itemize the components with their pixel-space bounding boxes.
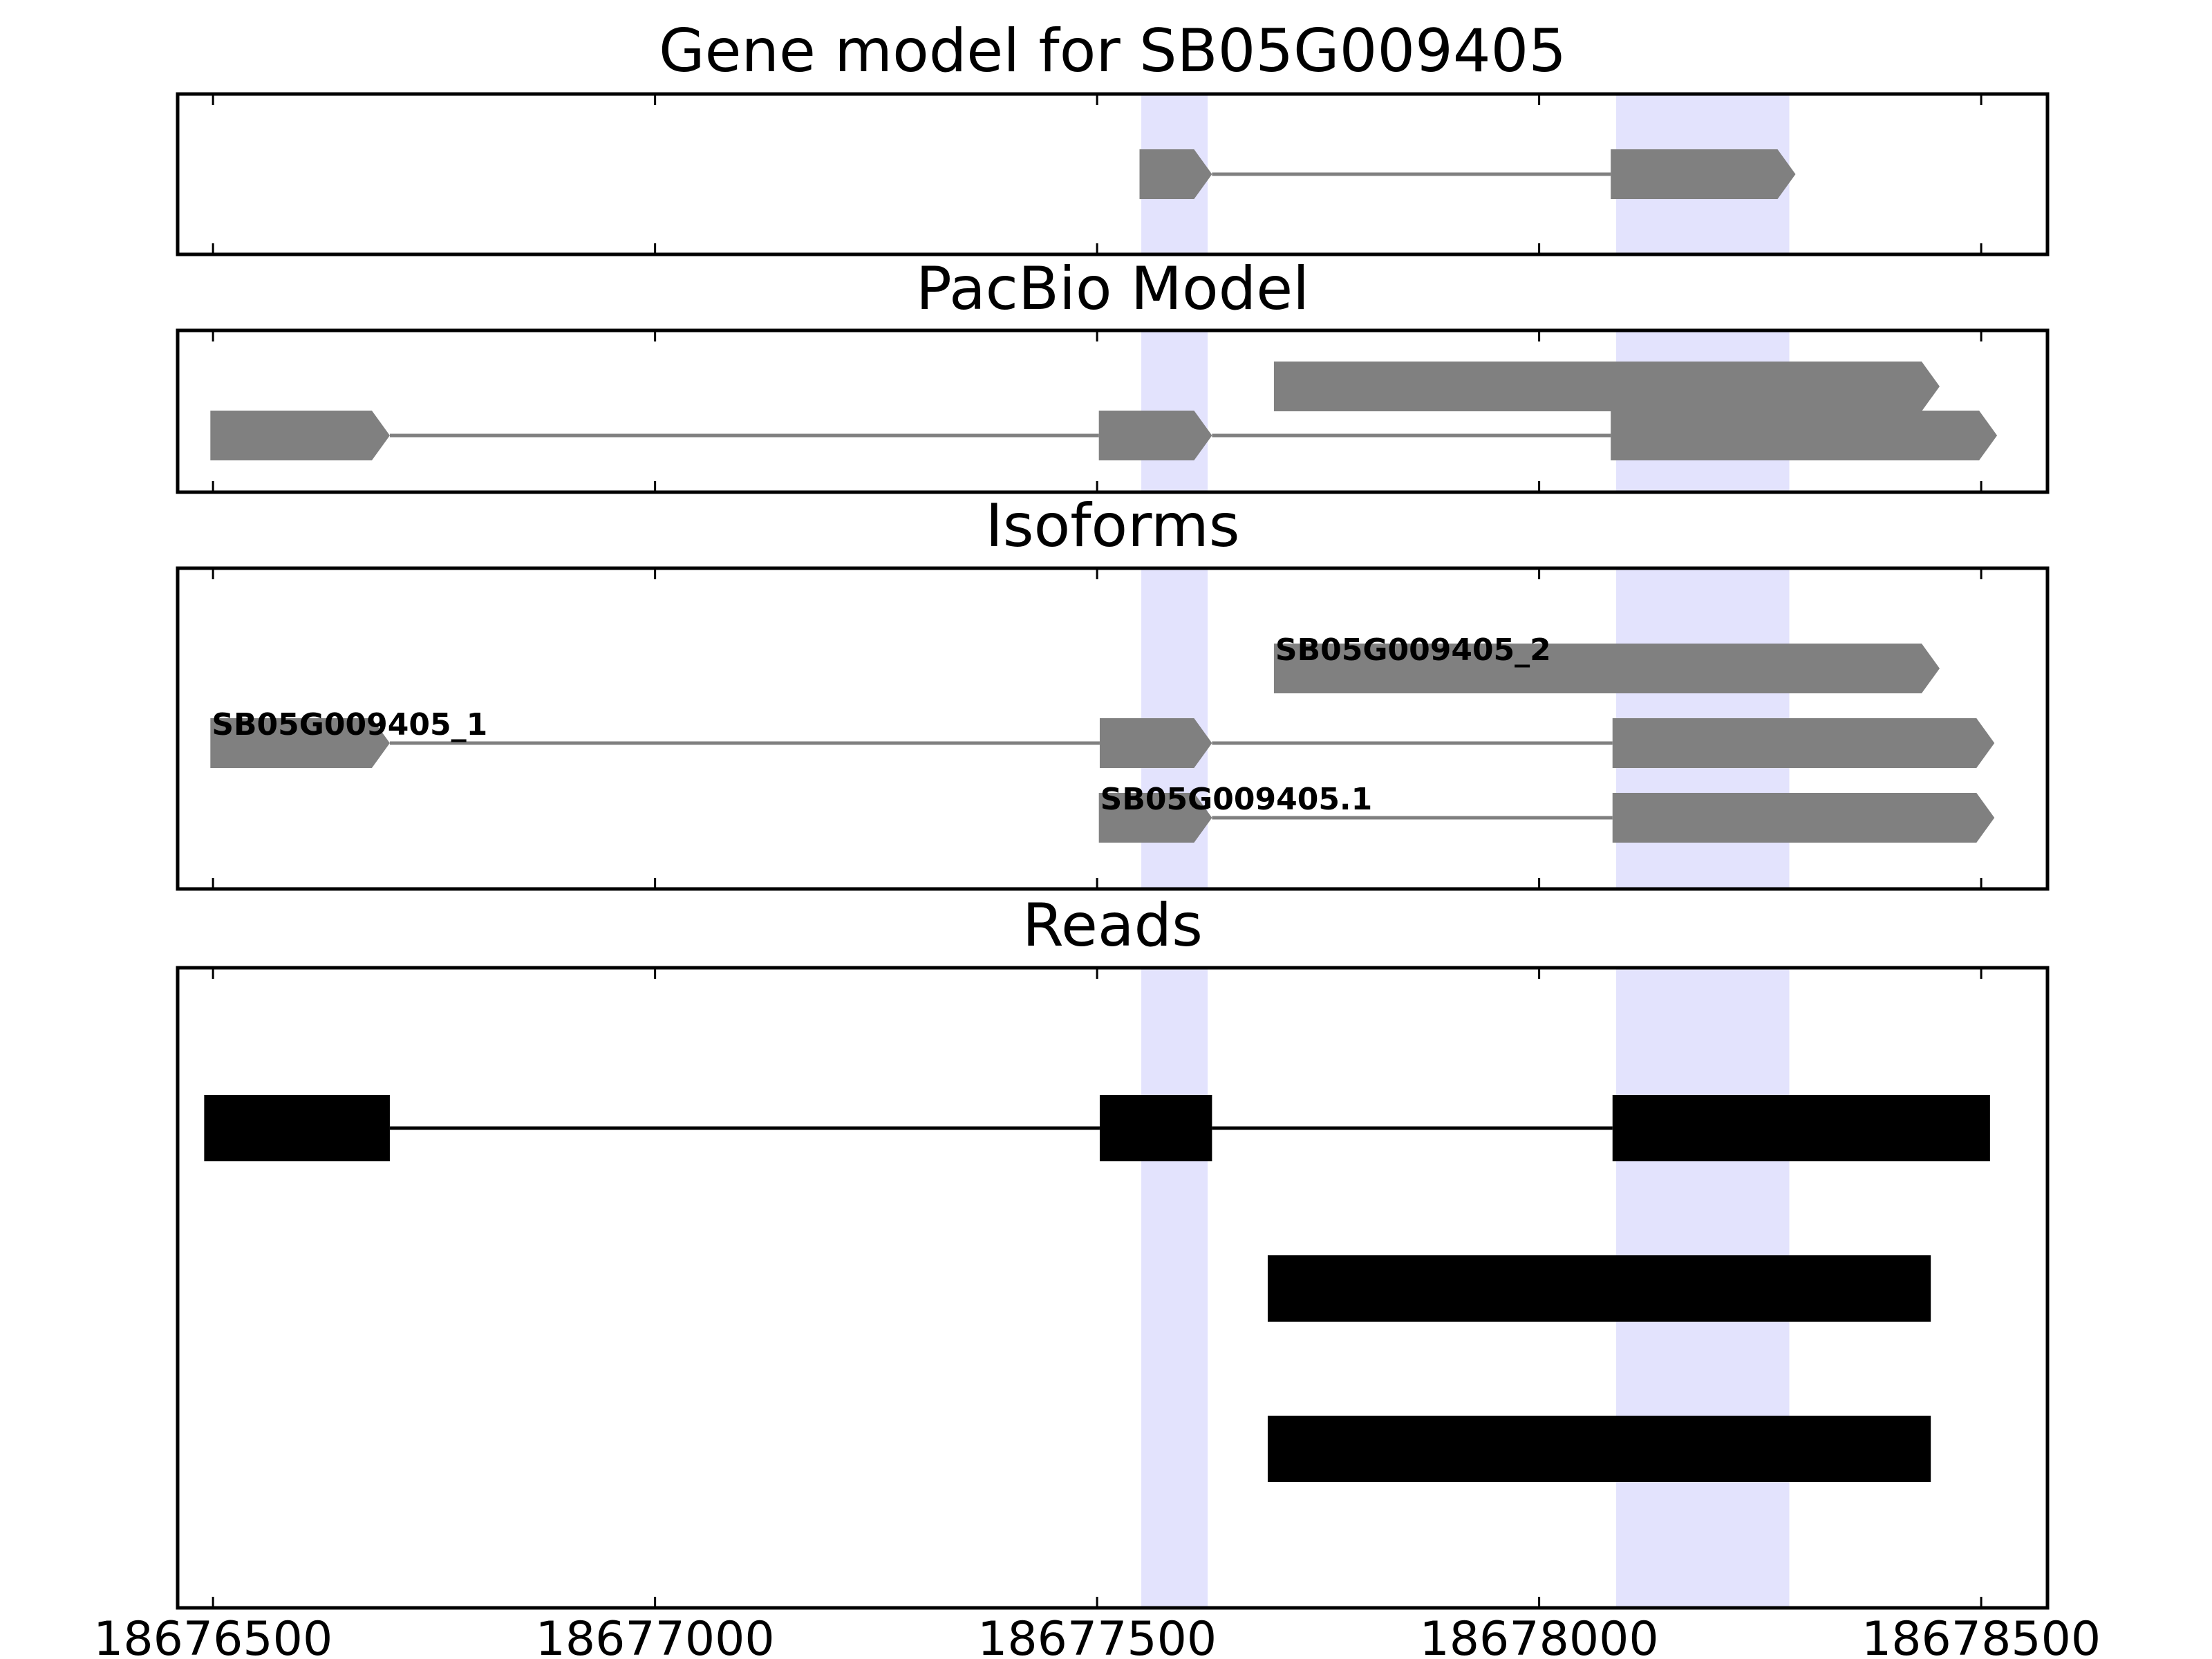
read-block	[1612, 1095, 1990, 1161]
exon-arrow	[1611, 149, 1796, 199]
feature-track	[1267, 1416, 1931, 1482]
panel-title: Gene model for SB05G009405	[659, 17, 1566, 86]
exon-arrow	[1098, 793, 1212, 843]
feature-track: SB05G009405.1	[1098, 782, 1995, 843]
isoform-label: SB05G009405_1	[212, 707, 487, 742]
panel-gene-model: Gene model for SB05G009405	[176, 17, 2050, 256]
exon-arrow	[210, 411, 390, 460]
panels-layer: Gene model for SB05G009405 PacBio Model SB…	[176, 17, 2050, 1610]
feature-track	[1139, 149, 1796, 199]
feature-track	[1273, 362, 1940, 411]
feature-track: SB05G009405_2	[1273, 632, 1940, 693]
read-block	[1267, 1416, 1931, 1482]
panel-frame	[176, 966, 2050, 1610]
read-block	[204, 1095, 390, 1161]
panel-frame	[176, 92, 2050, 256]
panel-frame	[176, 566, 2050, 891]
x-tick-label: 18678000	[1420, 1612, 1659, 1659]
read-block	[1267, 1255, 1931, 1322]
x-axis: 18676500 18677000 18677500 18678000 18678500	[93, 1612, 2101, 1659]
isoform-label: SB05G009405.1	[1100, 782, 1373, 817]
read-block	[1099, 1095, 1212, 1161]
feature-track: SB05G009405_1	[210, 707, 1995, 768]
panel-frame	[176, 328, 2050, 494]
panel-title: Isoforms	[985, 491, 1239, 561]
exon-arrow	[210, 718, 390, 768]
feature-track	[1267, 1255, 1931, 1322]
feature-track	[204, 1095, 1990, 1161]
exon-arrow	[1139, 149, 1212, 199]
feature-track	[210, 411, 1998, 460]
x-tick-label: 18677500	[977, 1612, 1217, 1659]
x-tick-label: 18677000	[536, 1612, 775, 1659]
exon-arrow	[1273, 644, 1940, 693]
panel-isoforms: SB05G009405_2 SB05G009405_1 SB05G009405.1 I…	[176, 491, 2050, 891]
x-tick-label: 18676500	[93, 1612, 332, 1659]
panel-reads: Reads	[176, 891, 2050, 1610]
x-tick-label: 18678500	[1862, 1612, 2101, 1659]
exon-arrow	[1612, 718, 1995, 768]
panel-pacbio-model: PacBio Model	[176, 254, 2050, 494]
isoform-label: SB05G009405_2	[1275, 632, 1551, 668]
highlight-region	[1141, 968, 1208, 1608]
exon-arrow	[1273, 362, 1940, 411]
exon-arrow	[1099, 718, 1212, 768]
exon-arrow	[1098, 411, 1212, 460]
exon-arrow	[1611, 411, 1998, 460]
exon-arrow	[1612, 793, 1995, 843]
panel-title: Reads	[1022, 891, 1203, 960]
panel-title: PacBio Model	[916, 254, 1309, 324]
